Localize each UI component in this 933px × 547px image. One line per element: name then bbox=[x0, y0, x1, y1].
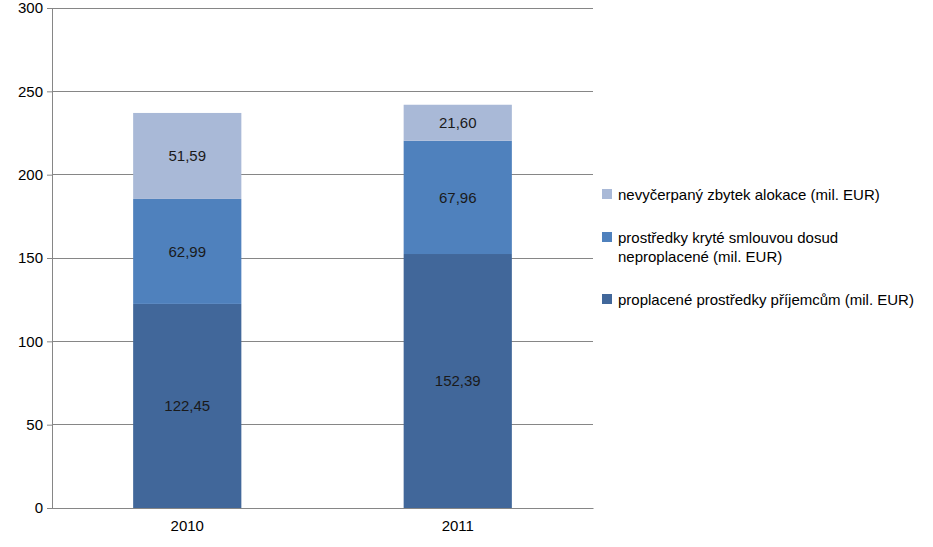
y-axis: 0 50 100 150 200 250 300 bbox=[18, 0, 53, 516]
legend-swatch bbox=[602, 294, 612, 304]
y-tick-label: 300 bbox=[18, 0, 43, 16]
grid-line bbox=[52, 424, 593, 425]
y-tick-mark bbox=[47, 341, 52, 342]
plot: 122,45 152,39 62,99 67,96 51,59 21,60 0 50 100 15… bbox=[18, 0, 594, 534]
y-tick-mark bbox=[47, 8, 52, 9]
legend-label: nevyčerpaný zbytek alokace (mil. EUR) bbox=[618, 186, 880, 203]
x-axis-line bbox=[53, 508, 594, 509]
bar bbox=[404, 254, 512, 508]
data-label: 67,96 bbox=[439, 189, 477, 206]
y-tick-label: 250 bbox=[18, 83, 43, 100]
bar bbox=[133, 199, 241, 304]
y-tick-mark bbox=[47, 425, 52, 426]
y-tick-label: 50 bbox=[26, 416, 43, 433]
bar bbox=[133, 304, 241, 508]
y-tick-mark bbox=[47, 91, 52, 92]
legend-swatch bbox=[602, 189, 612, 199]
chart: 122,45 152,39 62,99 67,96 51,59 21,60 0 50 100 15… bbox=[0, 0, 933, 547]
y-axis-line bbox=[47, 9, 53, 509]
legend-entry: proplacené prostředky příjemcům (mil. EU… bbox=[602, 291, 914, 308]
legend-entry: prostředky kryté smlouvou dosud nepropla… bbox=[602, 229, 842, 265]
y-tick-label: 0 bbox=[35, 499, 43, 516]
bar bbox=[133, 113, 241, 199]
y-tick-label: 150 bbox=[18, 249, 43, 266]
data-label: 62,99 bbox=[168, 243, 206, 260]
y-tick: 200 bbox=[18, 166, 52, 183]
y-tick: 150 bbox=[18, 249, 52, 266]
legend-label: prostředky kryté smlouvou dosud nepropla… bbox=[618, 229, 842, 265]
data-label: 152,39 bbox=[435, 372, 481, 389]
x-tick: 2010 bbox=[171, 508, 204, 534]
x-tick: 2011 bbox=[442, 508, 474, 534]
bars bbox=[133, 105, 512, 508]
x-tick-label: 2010 bbox=[171, 517, 204, 534]
legend-swatch bbox=[602, 232, 612, 242]
grid-line bbox=[52, 341, 593, 342]
y-tick: 250 bbox=[18, 83, 52, 100]
y-tick-mark bbox=[47, 175, 52, 176]
y-tick-mark bbox=[47, 508, 52, 509]
y-tick: 0 bbox=[35, 499, 52, 516]
data-labels: 122,45 152,39 62,99 67,96 51,59 21,60 bbox=[164, 114, 480, 414]
grid-line bbox=[52, 174, 593, 175]
x-tick-label: 2011 bbox=[442, 517, 474, 534]
grid-line bbox=[52, 508, 593, 509]
y-tick-mark bbox=[47, 258, 52, 259]
y-tick-label: 200 bbox=[18, 166, 43, 183]
bar bbox=[404, 105, 512, 141]
y-tick: 50 bbox=[26, 416, 52, 433]
grid-line bbox=[52, 91, 593, 92]
y-tick: 300 bbox=[18, 0, 52, 16]
y-tick-label: 100 bbox=[18, 333, 43, 350]
legend-label: proplacené prostředky příjemcům (mil. EU… bbox=[618, 291, 914, 308]
x-axis: 2010 2011 bbox=[53, 508, 594, 534]
data-label: 21,60 bbox=[439, 114, 477, 131]
legend-entry: nevyčerpaný zbytek alokace (mil. EUR) bbox=[602, 186, 880, 203]
y-tick: 100 bbox=[18, 333, 52, 350]
bar bbox=[404, 141, 512, 254]
data-label: 122,45 bbox=[164, 397, 210, 414]
grid-line bbox=[52, 8, 593, 9]
grid-line bbox=[52, 258, 593, 259]
grid bbox=[52, 8, 593, 508]
legend: nevyčerpaný zbytek alokace (mil. EUR) pro… bbox=[602, 186, 914, 308]
data-label: 51,59 bbox=[168, 147, 206, 164]
